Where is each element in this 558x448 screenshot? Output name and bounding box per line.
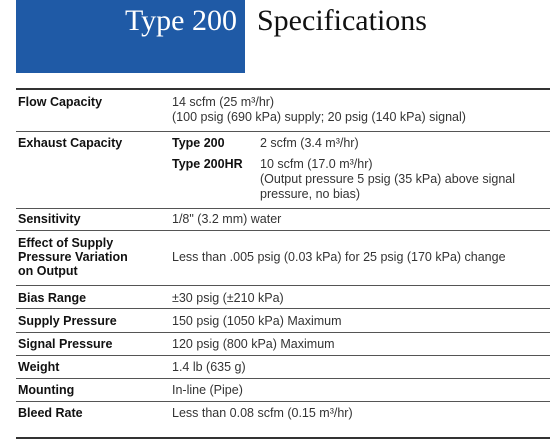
row-value: (100 psig (690 kPa) supply; 20 psig (140… xyxy=(172,110,466,124)
row-label: Exhaust Capacity xyxy=(18,136,123,150)
rule xyxy=(16,88,550,90)
row-label: Bleed Rate xyxy=(18,406,83,420)
row-rule xyxy=(16,401,550,402)
row-label: Flow Capacity xyxy=(18,95,103,109)
row-label: Sensitivity xyxy=(18,212,81,226)
title: Specifications xyxy=(257,4,427,37)
row-value: 1/8" (3.2 mm) water xyxy=(172,212,282,226)
row-rule xyxy=(16,131,550,132)
row-rule xyxy=(16,437,550,439)
sub-value: 2 scfm (3.4 m³/hr) xyxy=(260,136,359,150)
row-value: In-line (Pipe) xyxy=(172,383,243,397)
row-label: Effect of Supply xyxy=(18,236,114,250)
row-value: Less than 0.08 scfm (0.15 m³/hr) xyxy=(172,406,353,420)
box-title: Type 200 xyxy=(124,4,237,37)
row-rule xyxy=(16,355,550,356)
row-label: on Output xyxy=(18,264,78,278)
row-value: 120 psig (800 kPa) Maximum xyxy=(172,337,335,351)
sub-value: 10 scfm (17.0 m³/hr) xyxy=(260,157,373,171)
row-value: Less than .005 psig (0.03 kPa) for 25 ps… xyxy=(172,250,506,264)
row-rule xyxy=(16,285,550,286)
row-value: ±30 psig (±210 kPa) xyxy=(172,291,284,305)
row-value: 1.4 lb (635 g) xyxy=(172,360,246,374)
title-box: Type 200 xyxy=(16,0,245,73)
row-rule xyxy=(16,308,550,309)
row-label: Signal Pressure xyxy=(18,337,113,351)
row-value: 150 psig (1050 kPa) Maximum xyxy=(172,314,342,328)
row-label: Mounting xyxy=(18,383,75,397)
row-rule xyxy=(16,378,550,379)
row-label: Pressure Variation xyxy=(18,250,128,264)
row-rule xyxy=(16,332,550,333)
row-label: Supply Pressure xyxy=(18,314,117,328)
row-label: Bias Range xyxy=(18,291,87,305)
row-rule xyxy=(16,230,550,231)
row-value: 14 scfm (25 m³/hr) xyxy=(172,95,275,109)
sub-label: Type 200HR xyxy=(172,157,243,171)
sub-value: pressure, no bias) xyxy=(260,187,361,201)
row-rule xyxy=(16,208,550,209)
sub-value: (Output pressure 5 psig (35 kPa) above s… xyxy=(260,172,515,186)
sub-label: Type 200 xyxy=(172,136,225,150)
row-label: Weight xyxy=(18,360,60,374)
